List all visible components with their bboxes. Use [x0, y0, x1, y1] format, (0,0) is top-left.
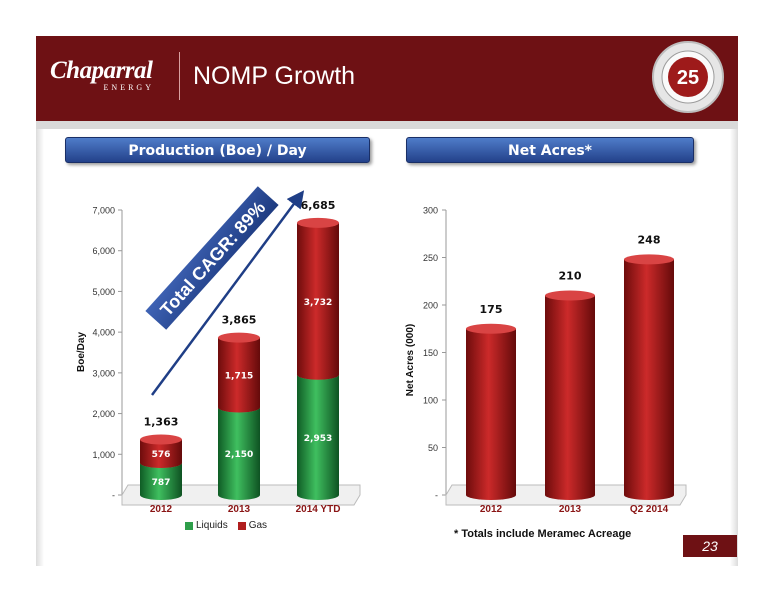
y-tick-label: 3,000 [92, 368, 115, 378]
y-tick-label: 6,000 [92, 246, 115, 256]
liquids-bar-body [297, 374, 339, 500]
logo-name: Chaparral [50, 57, 153, 84]
liquids-bar-body [218, 407, 260, 500]
y-tick-label: 5,000 [92, 287, 115, 297]
total-value-label: 1,363 [144, 416, 179, 429]
header-divider [179, 52, 180, 100]
production-chart: - 1,000 2,000 3,000 4,000 5,000 6,000 7,000 Boe/… [76, 199, 361, 515]
liquids-value-label: 2,953 [304, 434, 332, 444]
gas-bar-top [218, 332, 260, 343]
gas-bar-top [297, 217, 339, 228]
liquids-value-label: 2,150 [225, 450, 253, 460]
seal-number: 25 [677, 67, 699, 89]
acres-bar-body [466, 328, 516, 500]
x-tick-label: 2013 [228, 504, 251, 515]
company-logo: Chaparral ENERGY [50, 58, 172, 98]
acres-bar [545, 290, 595, 500]
production-legend: Liquids Gas [185, 520, 267, 531]
y-tick-label: 1,000 [92, 450, 115, 460]
legend-label-gas: Gas [248, 520, 268, 531]
legend-item-liquids: Liquids [185, 520, 228, 531]
production-panel-header: Production (Boe) / Day [65, 137, 370, 163]
y-tick-label: 50 [428, 443, 438, 453]
acres-bar-body [545, 295, 595, 500]
y-axis-title: Net Acres (000) [405, 324, 416, 396]
x-tick-label: 2013 [559, 504, 582, 515]
x-tick-label: 2012 [150, 504, 173, 515]
y-tick-label: 7,000 [92, 206, 115, 216]
y-tick-label: 2,000 [92, 409, 115, 419]
acres-bar-top [624, 254, 674, 265]
legend-label-liquids: Liquids [196, 520, 228, 531]
slide-header [36, 36, 738, 121]
acres-value-label: 210 [559, 270, 582, 283]
right-shade [730, 129, 738, 566]
growth-arrow [150, 190, 305, 396]
acres-bar-body [624, 259, 674, 500]
liquids-value-label: 787 [152, 478, 171, 488]
acres-bar-top [466, 323, 516, 334]
total-value-label: 3,865 [222, 314, 257, 327]
gas-bar-body [218, 337, 260, 413]
legend-item-gas: Gas [237, 520, 268, 531]
logo-subtitle: ENERGY [103, 83, 154, 92]
acres-panel-header: Net Acres* [406, 137, 694, 163]
cagr-band [145, 186, 279, 330]
gas-bar [218, 332, 260, 413]
acres-value-label: 175 [480, 303, 503, 316]
y-tick-label: - [112, 491, 115, 501]
gas-bar [297, 217, 339, 380]
gas-bar-body [297, 222, 339, 380]
header-stripe [36, 121, 738, 129]
y-tick-label: 250 [423, 253, 438, 263]
gas-value-label: 576 [152, 450, 171, 460]
gas-bar-body [140, 439, 182, 468]
x-tick-label: Q2 2014 [630, 504, 669, 515]
x-tick-label: 2012 [480, 504, 503, 515]
y-tick-label: 150 [423, 348, 438, 358]
footnote: * Totals include Meramec Acreage [454, 528, 632, 540]
y-tick-label: 300 [423, 206, 438, 216]
gas-swatch [237, 521, 246, 530]
left-shade [36, 129, 44, 566]
page-number: 23 [683, 535, 737, 557]
gas-bar [140, 434, 182, 468]
acres-bar-top [545, 290, 595, 301]
net-acres-chart: - 50 100 150 200 250 300 Net Acres (000) 175 2012… [405, 206, 687, 515]
acres-bar [466, 323, 516, 500]
y-tick-label: 4,000 [92, 328, 115, 338]
anniversary-seal: 25 [652, 41, 724, 113]
liquids-bar-body [140, 462, 182, 500]
y-tick-label: 200 [423, 301, 438, 311]
gas-bar-top [140, 434, 182, 445]
gas-value-label: 3,732 [304, 298, 332, 308]
y-tick-label: - [435, 491, 438, 501]
acres-bar [624, 254, 674, 500]
liquids-swatch [185, 521, 193, 530]
y-tick-label: 100 [423, 396, 438, 406]
total-value-label: 6,685 [301, 199, 336, 212]
x-tick-label: 2014 YTD [296, 504, 341, 515]
slide-title: NOMP Growth [193, 62, 356, 90]
gas-value-label: 1,715 [225, 372, 253, 382]
acres-value-label: 248 [638, 233, 661, 246]
y-axis-title: Boe/Day [76, 332, 87, 372]
